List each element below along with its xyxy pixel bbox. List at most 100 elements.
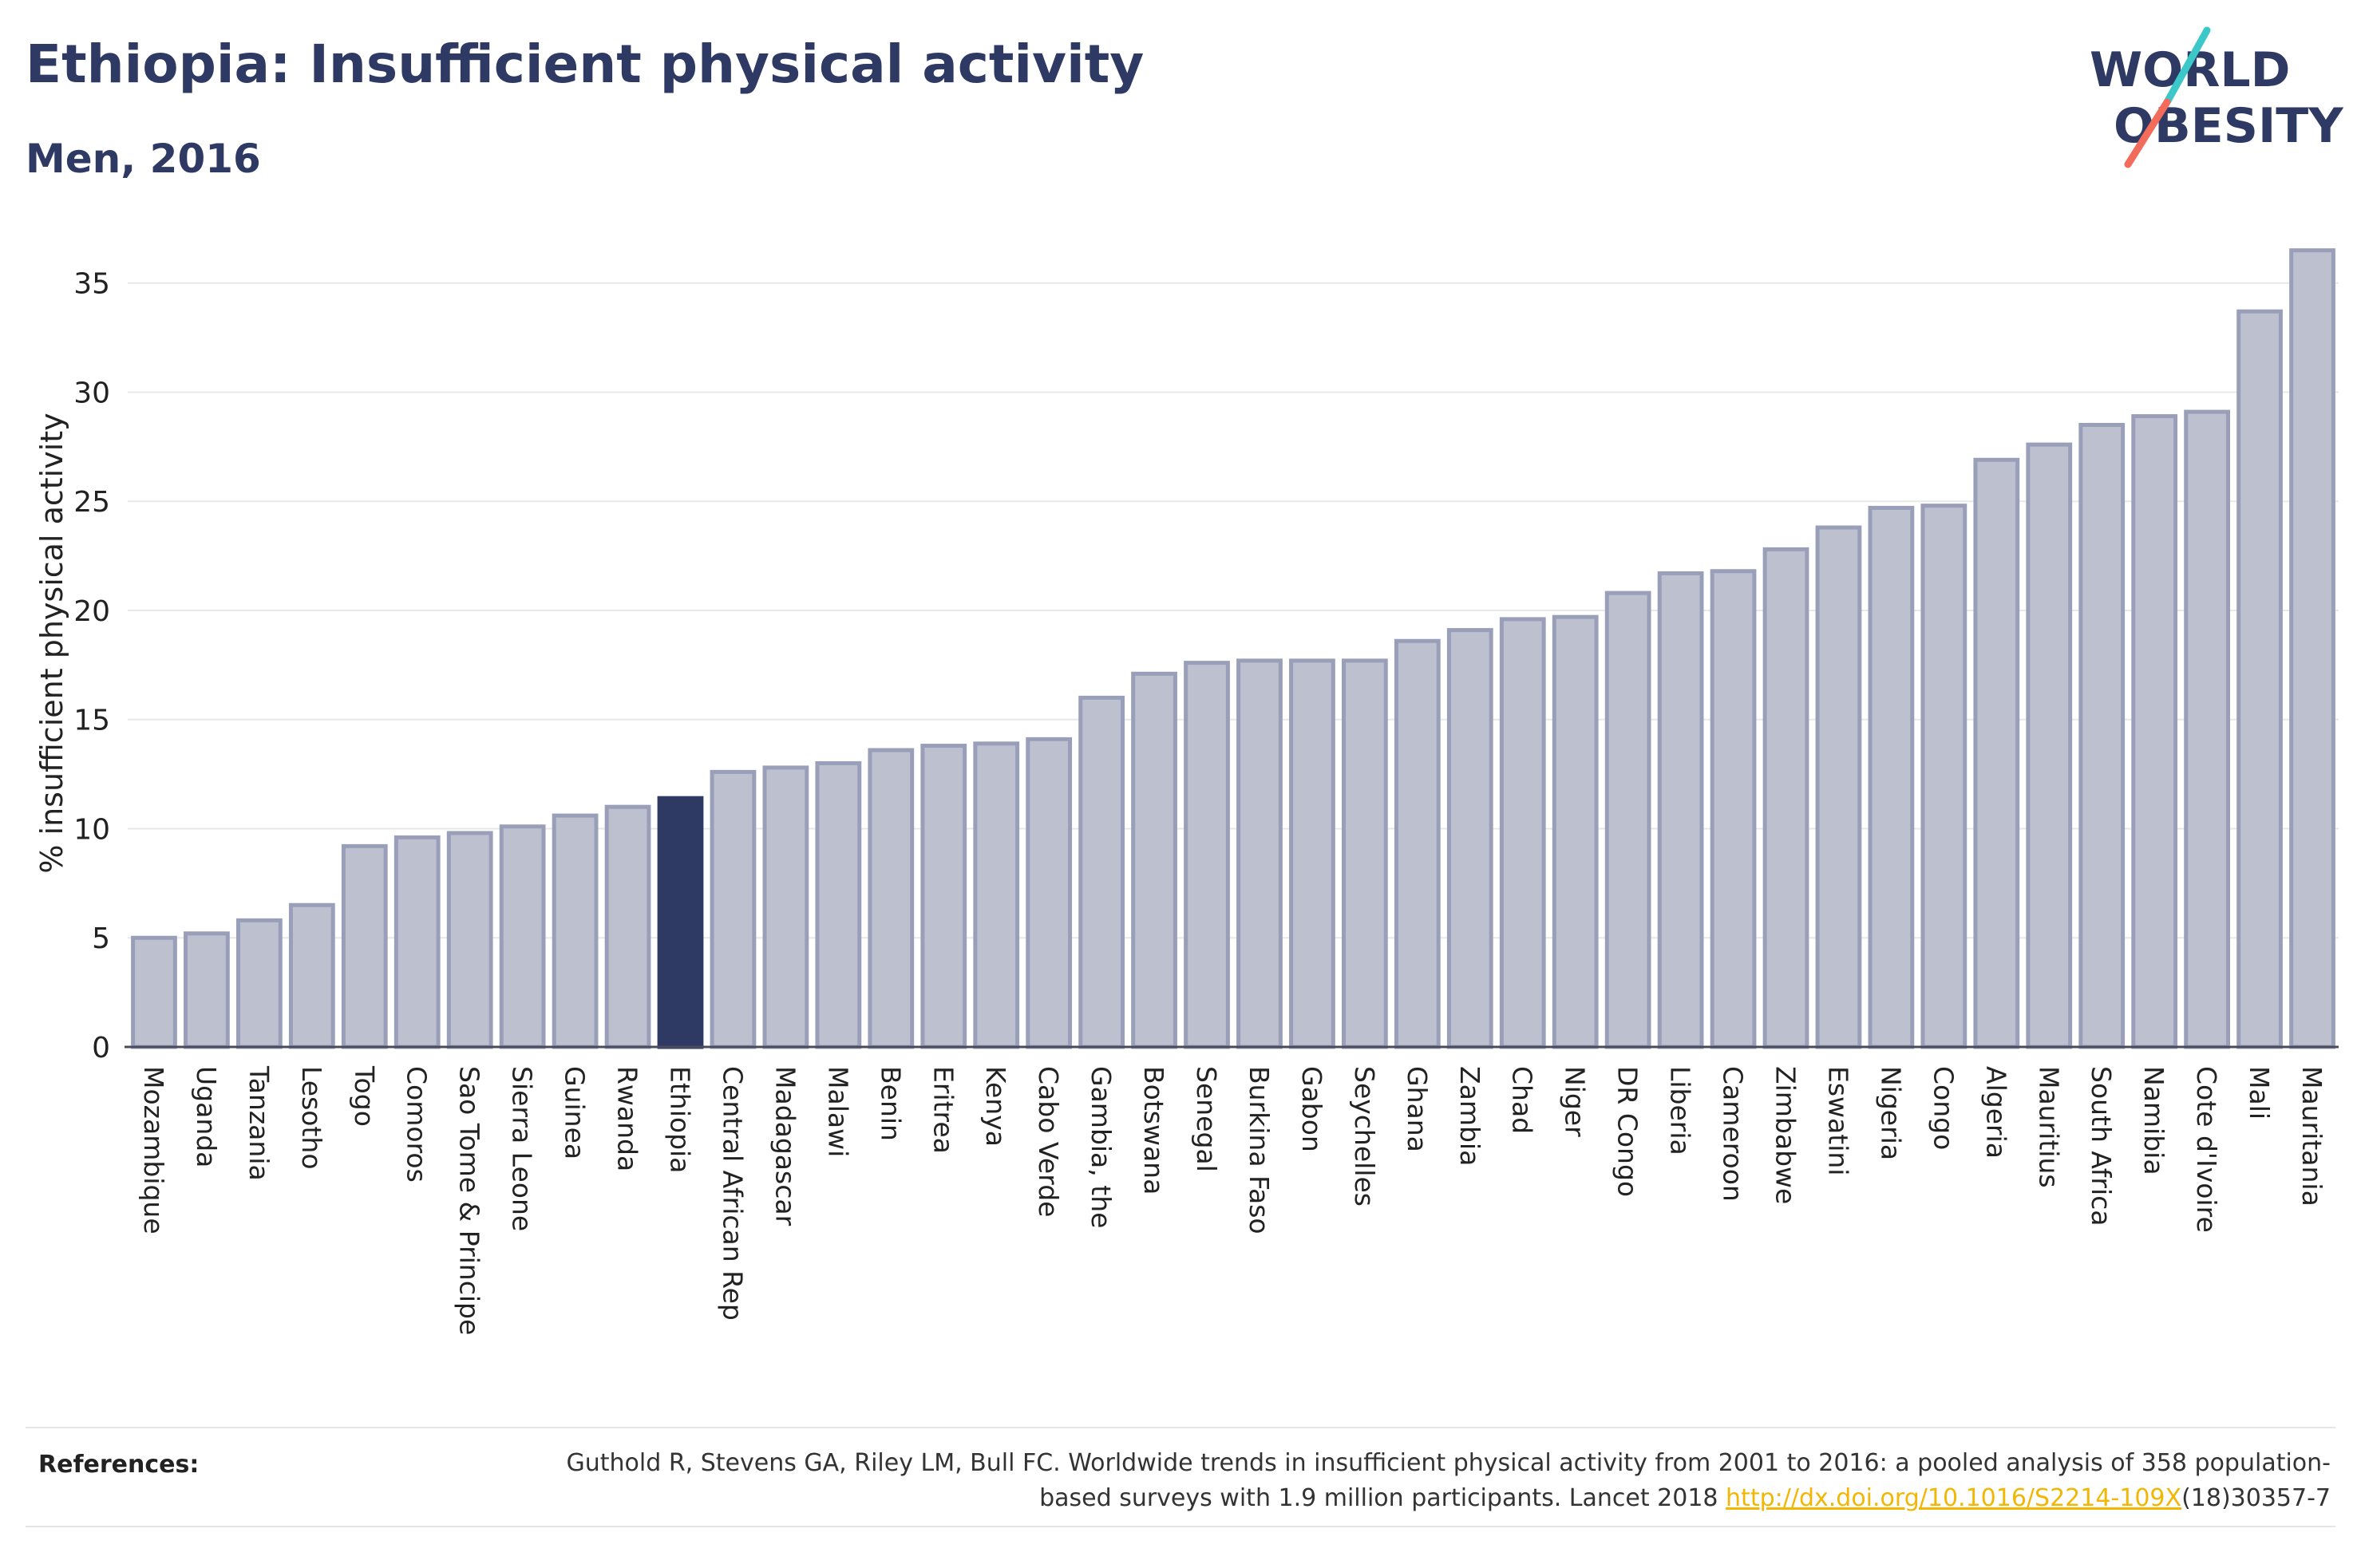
y-axis-label: % insufficient physical activity [34,413,69,873]
chart-title: Ethiopia: Insufficient physical activity [26,34,1145,95]
bar [1289,658,1335,1049]
bar [1499,617,1546,1049]
x-tick-label: Seychelles [1349,1066,1380,1207]
bar [2289,248,2335,1049]
x-tick-label: Cabo Verde [1033,1066,1064,1217]
bar [2184,409,2230,1049]
x-tick-label: Guinea [560,1066,591,1159]
bar [1815,525,1862,1049]
bar [1078,695,1125,1049]
bar [1604,590,1651,1049]
x-tick-label: Uganda [191,1066,222,1167]
reference-citation: Guthold R, Stevens GA, Riley LM, Bull FC… [566,1449,2331,1512]
x-tick-label: Benin [875,1066,906,1141]
y-tick-label: 5 [92,922,110,955]
bar [1920,504,1968,1049]
bar [815,760,862,1049]
y-tick-label: 0 [92,1032,110,1064]
bar [236,918,283,1049]
y-tick-label: 30 [73,377,110,409]
x-tick-label: Liberia [1665,1066,1696,1155]
divider [26,1427,2335,1428]
x-tick-label: Eswatini [1822,1066,1853,1175]
bar [1657,571,1704,1049]
divider [26,1526,2335,1527]
x-tick-label: Mozambique [138,1066,169,1234]
world-obesity-logo: WORLD OBESITY [2090,26,2344,168]
bar [1342,658,1388,1049]
x-tick-label: Mauritania [2296,1066,2327,1207]
axes: 0 5 10 15 20 25 30 35 Mozambique Uganda Tanzania Le… [73,268,2339,1335]
bar [1552,614,1599,1049]
x-tick-label: Rwanda [612,1066,643,1171]
x-tick-label: Madagascar [769,1066,801,1226]
bar [1446,628,1493,1049]
x-tick-label: Tanzania [243,1065,275,1181]
x-tick-label: Central African Rep [717,1066,748,1321]
bar-highlight [657,796,704,1049]
bars [131,248,2335,1049]
reference-citation-suffix: (18)30357-7 [2181,1484,2331,1512]
bar [1236,658,1283,1049]
logo-word-world: WORLD [2090,42,2290,98]
x-tick-label: Namibia [2138,1066,2169,1175]
x-tick-label: Niger [1560,1066,1591,1137]
chart-subtitle: Men, 2016 [26,136,261,182]
bar [1184,661,1230,1049]
x-tick-label: Lesotho [296,1066,327,1170]
bar [1762,547,1809,1049]
x-tick-label: Sierra Leone [507,1066,538,1231]
bar [973,741,1020,1049]
bar [131,935,177,1049]
x-tick-label: Gabon [1296,1066,1327,1152]
bar [604,804,651,1049]
bar [394,835,441,1049]
bar [1973,457,2020,1049]
bar [710,769,757,1049]
reference-doi-link[interactable]: http://dx.doi.org/10.1016/S2214-109X [1726,1484,2182,1512]
x-tick-label: Senegal [1191,1066,1222,1172]
x-tick-label: Comoros [401,1066,433,1183]
bar [341,843,388,1049]
bar [2078,422,2126,1049]
bar [1710,569,1757,1049]
x-tick-label: Congo [1928,1066,1959,1150]
x-tick-label: Zambia [1454,1066,1485,1166]
x-tick-label: Kenya [980,1066,1011,1147]
x-tick-label: Botswana [1138,1066,1169,1195]
references-text: Guthold R, Stevens GA, Riley LM, Bull FC… [495,1446,2331,1516]
x-tick-label: Chad [1507,1066,1538,1134]
x-tick-label: Malawi [822,1066,853,1157]
logo-slash-top [2163,26,2211,106]
x-tick-label: South Africa [2086,1066,2117,1226]
references-label: References: [38,1451,200,1479]
y-tick-label: 35 [73,268,110,301]
x-tick-label: Burkina Faso [1244,1066,1275,1234]
bar-chart: 0 5 10 15 20 25 30 35 Mozambique Uganda Tanzania Le… [34,248,2339,1335]
x-tick-label: Ethiopia [665,1066,696,1173]
bar [1131,671,1177,1049]
gridlines [128,282,2339,939]
x-tick-label: Mali [2244,1066,2275,1120]
y-tick-label: 10 [73,813,110,846]
bar [762,765,809,1049]
bar [2026,442,2073,1049]
bar [1868,505,1915,1049]
y-tick-label: 15 [73,705,110,737]
x-tick-label: Togo [349,1065,380,1127]
y-tick-label: 25 [73,486,110,519]
x-tick-label: Zimbabwe [1770,1066,1801,1204]
bar [868,748,915,1049]
x-tick-label: Cameroon [1718,1066,1749,1202]
bar [446,831,493,1049]
x-tick-label: Cote d'Ivoire [2191,1066,2222,1233]
bar [1026,737,1073,1049]
bar [1394,638,1441,1049]
x-tick-label: Eritrea [927,1066,959,1154]
y-tick-label: 20 [73,595,110,628]
x-tick-label: Gambia, the [1086,1066,1117,1228]
x-tick-label: Nigeria [1875,1066,1906,1160]
bar [552,813,599,1049]
logo-slash-bottom [2124,98,2171,168]
x-tick-label: DR Congo [1612,1066,1643,1197]
